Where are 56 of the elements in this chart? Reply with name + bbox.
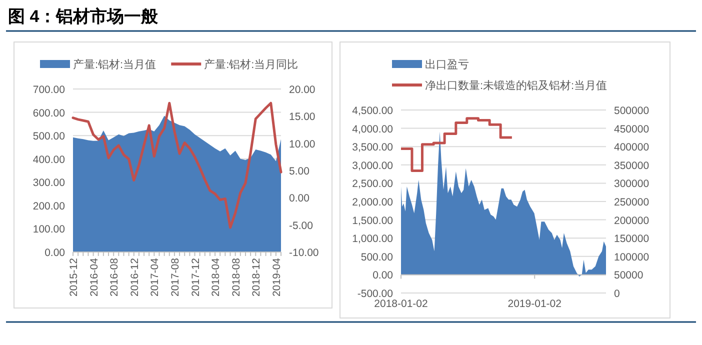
- y-tick-label: 500.00: [360, 251, 394, 264]
- x-tick-label: 2016-08: [108, 258, 121, 297]
- y-tick-label: 3,000.00: [352, 160, 394, 172]
- x-tick-label: 2017-04: [149, 258, 162, 297]
- y2-tick-label: 400000: [614, 142, 650, 154]
- y2-tick-label: 200000: [614, 214, 650, 227]
- x-tick-label: 2015-12: [68, 258, 80, 297]
- y2-tick-label: 10.00: [289, 138, 316, 150]
- legend-label: 出口盈亏: [425, 58, 469, 71]
- y2-tick-label: 300000: [614, 178, 650, 190]
- y-tick-label: 1,000.00: [352, 233, 394, 246]
- x-tick-label: 2018-12: [250, 258, 263, 297]
- y2-tick-label: 250000: [614, 196, 650, 208]
- y-tick-label: 4,500.00: [352, 105, 394, 117]
- y2-tick-label: -5.00: [289, 220, 314, 232]
- y-tick-label: 200.00: [32, 200, 66, 212]
- y-tick-label: 2,000.00: [352, 196, 394, 208]
- y-tick-label: 600.00: [32, 107, 66, 120]
- y-tick-label: 300.00: [32, 177, 66, 190]
- y-tick-label: 1,500.00: [352, 214, 394, 227]
- chart-title: 图 4：铝材市场一般: [8, 7, 160, 26]
- y2-tick-label: 500000: [614, 105, 650, 117]
- y-tick-label: 700.00: [32, 84, 66, 96]
- y-tick-label: 0.00: [44, 247, 66, 259]
- y2-tick-label: 0: [614, 288, 620, 300]
- y2-tick-label: 350000: [614, 160, 650, 172]
- y2-tick-label: 100000: [614, 251, 650, 264]
- y-tick-label: 400.00: [32, 154, 66, 166]
- x-tick-label: 2018-01-02: [374, 298, 428, 310]
- x-tick-label: 2018-04: [210, 258, 222, 297]
- y2-tick-label: 15.00: [289, 111, 316, 124]
- y2-tick-label: 50000: [614, 270, 644, 282]
- y-tick-label: 2,500.00: [352, 178, 394, 190]
- y2-tick-label: -10.00: [289, 247, 319, 259]
- x-tick-label: 2017-08: [169, 258, 182, 297]
- legend-label: 产量:铝材:当月同比: [204, 58, 298, 71]
- y2-tick-label: 5.00: [289, 166, 310, 178]
- legend-label: 净出口数量:未锻造的铝及铝材:当月值: [425, 79, 608, 92]
- x-tick-label: 2016-04: [88, 258, 100, 297]
- legend-label: 产量:铝材:当月值: [73, 58, 156, 71]
- y-tick-label: 3,500.00: [352, 142, 394, 154]
- y2-tick-label: 0.00: [289, 192, 310, 205]
- x-tick-label: 2019-01-02: [508, 298, 562, 310]
- x-tick-label: 2018-08: [230, 258, 242, 297]
- x-tick-label: 2016-12: [128, 258, 141, 297]
- x-tick-label: 2019-04: [270, 258, 283, 297]
- y-tick-label: -500.00: [357, 288, 394, 300]
- y2-tick-label: 150000: [614, 233, 650, 246]
- y-tick-label: 500.00: [32, 130, 66, 143]
- y-tick-label: 100.00: [32, 224, 66, 236]
- y2-tick-label: 20.00: [289, 84, 316, 96]
- y-tick-label: 4,000.00: [352, 123, 394, 136]
- y-tick-label: 0.00: [372, 270, 394, 282]
- line-series: [72, 102, 282, 229]
- x-tick-label: 2017-12: [190, 258, 202, 297]
- y2-tick-label: 450000: [614, 123, 650, 136]
